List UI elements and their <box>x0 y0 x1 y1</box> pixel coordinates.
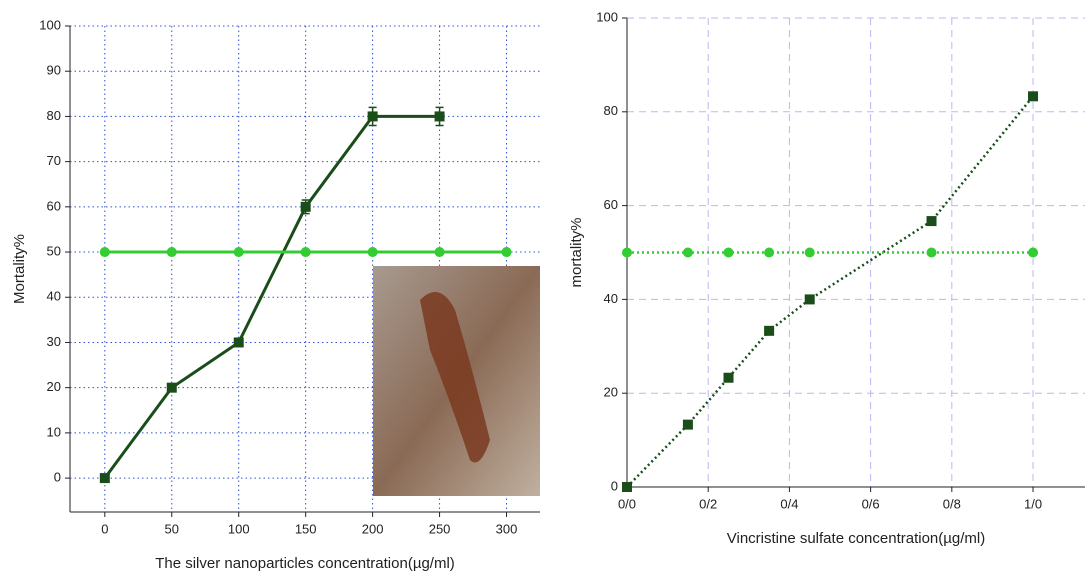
x-axis-label: Vincristine sulfate concentration(µg/ml) <box>727 530 985 547</box>
x-tick-label: 0 <box>101 521 108 536</box>
marker <box>300 201 311 212</box>
x-tick-label: 0/4 <box>780 496 798 511</box>
marker <box>166 247 177 258</box>
marker <box>622 482 632 492</box>
marker <box>99 473 110 484</box>
y-tick-label: 60 <box>604 197 618 212</box>
photo-shrimp <box>420 292 490 463</box>
marker <box>622 247 632 258</box>
marker <box>99 247 110 258</box>
marker <box>233 337 244 348</box>
x-tick-label: 250 <box>429 521 451 536</box>
x-tick-label: 0/2 <box>699 496 717 511</box>
marker <box>1028 91 1039 102</box>
marker <box>300 247 311 258</box>
marker <box>434 247 445 258</box>
y-tick-label: 0 <box>611 478 618 493</box>
y-tick-label: 70 <box>47 153 61 168</box>
marker <box>682 247 693 258</box>
y-tick-label: 100 <box>596 9 618 24</box>
y-tick-label: 80 <box>47 108 61 123</box>
marker <box>233 247 244 258</box>
y-tick-label: 40 <box>47 289 61 304</box>
marker <box>723 247 734 258</box>
marker <box>926 247 937 258</box>
y-tick-label: 20 <box>604 385 618 400</box>
y-tick-label: 0 <box>54 470 61 485</box>
x-tick-label: 300 <box>496 521 518 536</box>
y-tick-label: 100 <box>39 17 61 32</box>
y-tick-label: 60 <box>47 198 61 213</box>
marker <box>166 382 177 393</box>
marker <box>682 419 693 430</box>
x-tick-label: 0/0 <box>618 496 636 511</box>
x-tick-label: 100 <box>228 521 250 536</box>
y-tick-label: 30 <box>47 334 61 349</box>
x-tick-label: 50 <box>165 521 179 536</box>
marker <box>367 247 378 258</box>
marker <box>501 247 512 258</box>
y-tick-label: 20 <box>47 379 61 394</box>
marker <box>1028 247 1039 258</box>
x-tick-label: 0/8 <box>943 496 961 511</box>
marker <box>367 111 378 122</box>
x-tick-label: 200 <box>362 521 384 536</box>
marker <box>434 111 445 122</box>
marker <box>764 325 775 336</box>
marker <box>804 294 815 305</box>
marker <box>926 216 937 227</box>
marker <box>723 372 734 383</box>
y-tick-label: 80 <box>604 103 618 118</box>
marker <box>804 247 815 258</box>
y-tick-label: 50 <box>47 243 61 258</box>
y-axis-label: Mortality% <box>11 234 28 304</box>
y-tick-label: 10 <box>47 424 61 439</box>
x-tick-label: 150 <box>295 521 317 536</box>
x-tick-label: 0/6 <box>862 496 880 511</box>
series-line <box>103 114 440 479</box>
x-axis-label: The silver nanoparticles concentration(µ… <box>155 555 455 572</box>
y-tick-label: 90 <box>47 63 61 78</box>
marker <box>764 247 775 258</box>
y-tick-label: 40 <box>604 291 618 306</box>
x-tick-label: 1/0 <box>1024 496 1042 511</box>
y-axis-label: mortality% <box>568 217 585 287</box>
